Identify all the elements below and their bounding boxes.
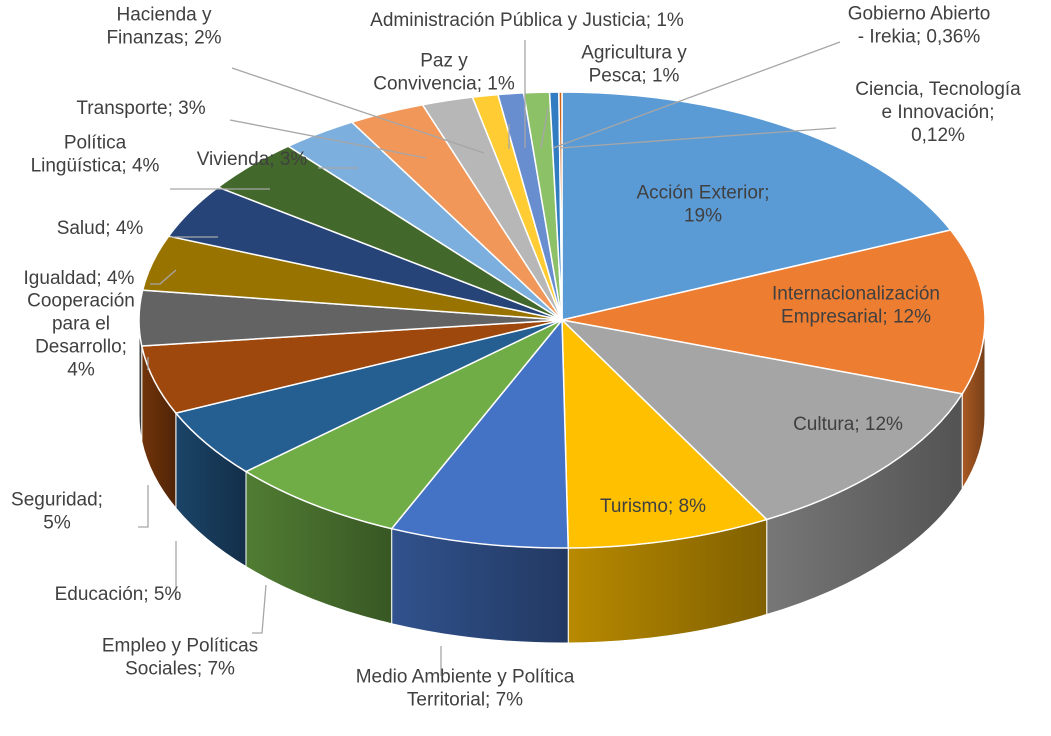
data-label-line: Administración Pública y Justicia; 1% — [370, 10, 684, 31]
leader-line — [559, 127, 837, 149]
pie-slice — [561, 229, 986, 395]
pie-slice — [390, 317, 569, 549]
data-label: Cultura; 12% — [793, 414, 903, 435]
data-label-line: Empleo y Políticas — [102, 636, 258, 657]
data-label: Empleo y Políticas Sociales; 7% — [102, 636, 258, 680]
data-label-line: Desarrollo; — [35, 337, 127, 358]
pie-slice — [561, 91, 952, 321]
data-label-line: 0,12% — [911, 125, 965, 146]
data-label: Paz y Convivencia; 1% — [373, 51, 515, 95]
leader-line — [552, 41, 841, 149]
data-label-line: Internacionalización — [772, 284, 940, 305]
leader-line — [252, 584, 267, 634]
data-label-line: Cooperación — [27, 291, 135, 312]
pie-tops — [138, 91, 986, 549]
data-label-line: Sociales; 7% — [125, 659, 235, 680]
data-label-line: Política — [64, 133, 127, 154]
data-label-line: - Irekia; 0,36% — [858, 27, 981, 48]
data-label: Educación; 5% — [55, 584, 182, 605]
data-label-line: para el — [52, 314, 110, 335]
data-label-line: Empresarial; 12% — [781, 307, 931, 328]
data-label-line: Pesca; 1% — [589, 66, 680, 87]
data-label: Salud; 4% — [57, 218, 144, 239]
data-label-line: 19% — [684, 206, 722, 227]
data-label-line: Hacienda y — [116, 5, 212, 26]
data-label: Cooperación para el Desarrollo; 4% — [27, 291, 135, 381]
pie-slice — [244, 319, 563, 530]
data-label-line: Territorial; 7% — [407, 690, 523, 711]
data-label: Medio Ambiente y Política Territorial; 7% — [356, 667, 575, 711]
data-label-line: Paz y — [420, 51, 468, 72]
leader-line — [229, 119, 427, 159]
data-label-line: 5% — [43, 513, 71, 534]
pie-slice — [561, 318, 769, 549]
data-label: Turismo; 8% — [600, 496, 706, 517]
leader-lines — [138, 40, 841, 676]
data-label-line: Finanzas; 2% — [106, 28, 221, 49]
data-label: Seguridad; 5% — [11, 490, 103, 534]
pie-slice — [559, 318, 964, 521]
data-labels: Acción Exterior; 19%Internacionalización E… — [11, 4, 1021, 711]
data-label-line: Salud; 4% — [57, 218, 144, 239]
data-label-line: 4% — [67, 360, 95, 381]
leader-line — [231, 67, 485, 154]
data-label-line: Medio Ambiente y Política — [356, 667, 575, 688]
data-label-line: Transporte; 3% — [76, 98, 205, 119]
leader-line — [138, 485, 149, 528]
data-label-line: Vivienda; 3% — [197, 149, 308, 170]
data-label: Hacienda y Finanzas; 2% — [106, 5, 221, 49]
data-label: Política Lingüística; 4% — [31, 133, 160, 177]
data-label-line: Lingüística; 4% — [31, 156, 160, 177]
data-label: Gobierno Abierto - Irekia; 0,36% — [848, 4, 991, 48]
data-label: Administración Pública y Justicia; 1% — [370, 10, 684, 31]
data-label: Internacionalización Empresarial; 12% — [772, 284, 940, 328]
data-label: Transporte; 3% — [76, 98, 205, 119]
data-label-line: Acción Exterior; — [636, 183, 769, 204]
data-label-line: Convivencia; 1% — [373, 74, 515, 95]
data-label: Ciencia, Tecnología e Innovación; 0,12% — [855, 79, 1021, 146]
leader-line — [540, 107, 549, 149]
data-label: Vivienda; 3% — [197, 149, 308, 170]
data-label-line: Educación; 5% — [55, 584, 182, 605]
data-label-line: Agricultura y — [581, 43, 687, 64]
pie-slice — [558, 91, 563, 321]
data-label-line: Igualdad; 4% — [24, 268, 135, 289]
data-label: Acción Exterior; 19% — [636, 183, 769, 227]
data-label-line: Ciencia, Tecnología — [855, 79, 1021, 100]
data-label: Agricultura y Pesca; 1% — [581, 43, 687, 87]
data-label-line: Cultura; 12% — [793, 414, 903, 435]
data-label-line: Gobierno Abierto — [848, 4, 991, 25]
data-label-line: e Innovación; — [881, 102, 994, 123]
data-label: Igualdad; 4% — [24, 268, 135, 289]
data-label-line: Seguridad; — [11, 490, 103, 511]
leader-line — [150, 269, 177, 285]
data-label-line: Turismo; 8% — [600, 496, 706, 517]
pie-sides — [138, 319, 986, 644]
